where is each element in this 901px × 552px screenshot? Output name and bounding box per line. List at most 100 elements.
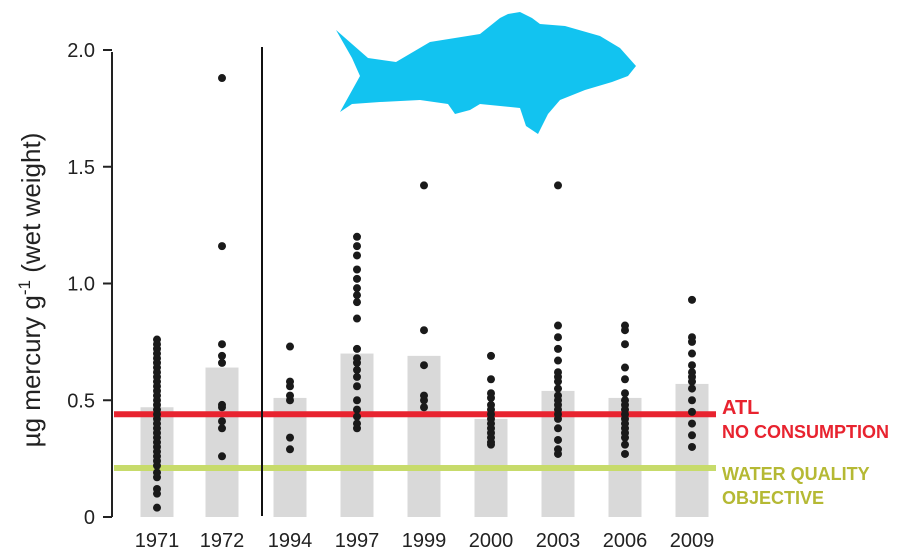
data-point	[353, 372, 361, 381]
y-ticks: 0 0.5 1.0 1.5 2.0	[67, 40, 112, 529]
reference-lines	[114, 411, 716, 471]
data-point	[688, 442, 696, 451]
data-point	[353, 424, 361, 433]
data-point	[688, 396, 696, 405]
data-point	[420, 326, 428, 335]
fish-icon	[336, 12, 636, 134]
data-point	[353, 314, 361, 323]
x-tick-label: 1999	[402, 530, 447, 552]
data-point	[621, 326, 629, 335]
data-point	[621, 449, 629, 458]
data-point	[621, 433, 629, 442]
data-point	[554, 377, 562, 386]
data-point	[487, 375, 495, 384]
data-point	[554, 384, 562, 393]
data-point	[353, 344, 361, 353]
data-point	[621, 440, 629, 449]
data-point	[621, 389, 629, 398]
data-point	[218, 358, 226, 367]
x-tick-label: 2003	[536, 530, 581, 552]
data-point	[353, 412, 361, 421]
data-point	[420, 361, 428, 370]
data-point	[688, 431, 696, 440]
data-point	[420, 403, 428, 412]
data-point	[688, 361, 696, 370]
data-point	[688, 337, 696, 346]
x-tick-label: 2006	[603, 530, 648, 552]
data-point	[218, 417, 226, 426]
data-point	[487, 351, 495, 360]
data-points	[153, 74, 696, 512]
data-point	[688, 384, 696, 393]
bar	[407, 355, 441, 517]
data-point	[218, 351, 226, 360]
bar	[205, 367, 239, 517]
data-point	[554, 321, 562, 330]
data-point	[554, 424, 562, 433]
data-point	[353, 274, 361, 283]
data-point	[554, 356, 562, 365]
no-consumption-label: NO CONSUMPTION	[722, 422, 889, 442]
data-point	[353, 298, 361, 307]
data-point	[286, 382, 294, 391]
data-point	[153, 503, 161, 512]
data-point	[487, 440, 495, 449]
data-point	[153, 461, 161, 470]
data-point	[218, 74, 226, 83]
y-axis-label-sup: -1	[15, 280, 34, 295]
data-point	[688, 407, 696, 416]
data-point	[353, 242, 361, 251]
data-point	[286, 396, 294, 405]
data-point	[218, 403, 226, 412]
data-point	[420, 396, 428, 405]
data-point	[554, 344, 562, 353]
data-point	[353, 284, 361, 293]
x-tick-label: 1972	[200, 530, 245, 552]
data-point	[353, 365, 361, 374]
data-point	[688, 377, 696, 386]
y-tick-label: 1.0	[67, 274, 95, 296]
x-tick-label: 2009	[670, 530, 715, 552]
data-point	[353, 291, 361, 300]
data-point	[688, 295, 696, 304]
data-point	[353, 251, 361, 260]
y-tick-label: 0.5	[67, 390, 95, 412]
y-tick-label: 2.0	[67, 40, 95, 62]
x-tick-label: 2000	[469, 530, 514, 552]
data-point	[688, 349, 696, 358]
data-point	[218, 424, 226, 433]
data-point	[353, 265, 361, 274]
y-axis-label: µg mercury g-1 (wet weight)	[15, 133, 46, 448]
data-point	[218, 452, 226, 461]
data-point	[353, 405, 361, 414]
y-tick-label: 0	[84, 507, 95, 529]
data-point	[621, 340, 629, 349]
data-point	[554, 449, 562, 458]
data-point	[153, 489, 161, 498]
x-tick-label: 1997	[335, 530, 380, 552]
data-point	[554, 181, 562, 190]
data-point	[621, 375, 629, 384]
x-tick-label: 1971	[135, 530, 180, 552]
y-axis-label-tail: (wet weight)	[16, 133, 46, 280]
data-point	[286, 342, 294, 351]
objective-label: OBJECTIVE	[722, 488, 824, 508]
data-point	[487, 393, 495, 402]
water-quality-label: WATER QUALITY	[722, 464, 870, 484]
data-point	[554, 414, 562, 423]
bar	[273, 397, 307, 517]
data-point	[218, 242, 226, 251]
data-point	[554, 435, 562, 444]
y-axis-label-main: µg mercury g	[16, 295, 46, 447]
data-point	[286, 445, 294, 454]
data-point	[353, 396, 361, 405]
y-tick-label: 1.5	[67, 157, 95, 179]
data-point	[621, 363, 629, 372]
x-tick-label: 1994	[268, 530, 313, 552]
data-point	[420, 181, 428, 190]
data-point	[688, 419, 696, 428]
data-point	[153, 473, 161, 482]
data-point	[353, 382, 361, 391]
data-point	[218, 340, 226, 349]
